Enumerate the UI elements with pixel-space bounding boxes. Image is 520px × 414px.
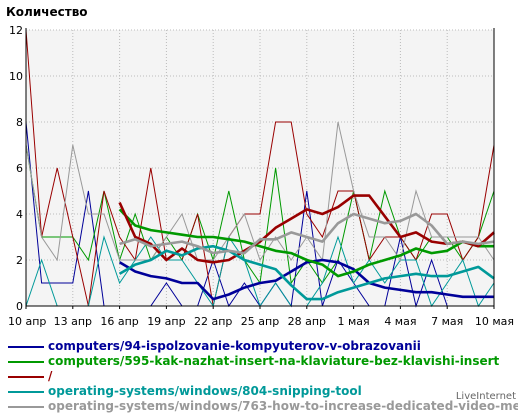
legend: computers/94-ispolzovanie-kompyuterov-v-… xyxy=(6,339,518,414)
y-tick-label: 12 xyxy=(9,24,23,37)
y-tick-label: 4 xyxy=(16,208,23,221)
legend-item-5: operating-systems/windows/763-how-to-inc… xyxy=(6,399,518,414)
legend-item-1: computers/94-ispolzovanie-kompyuterov-v-… xyxy=(6,339,518,354)
legend-swatch xyxy=(8,391,44,393)
y-tick-label: 8 xyxy=(16,116,23,129)
y-tick-label: 0 xyxy=(16,300,23,313)
axes xyxy=(25,28,495,309)
y-tick-labels: 0 2 4 6 8 10 12 xyxy=(9,24,23,313)
legend-swatch xyxy=(8,406,44,408)
x-tick-label: 25 апр xyxy=(241,315,279,328)
x-tick-label: 16 апр xyxy=(100,315,138,328)
legend-swatch xyxy=(8,376,44,378)
x-tick-label: 4 мая xyxy=(384,315,416,328)
legend-label: computers/94-ispolzovanie-kompyuterov-v-… xyxy=(48,339,421,353)
series-line-average-3 xyxy=(118,194,495,264)
legend-swatch xyxy=(8,346,44,348)
x-tick-label: 10 мая xyxy=(475,315,514,328)
x-tick-label: 7 мая xyxy=(431,315,463,328)
x-tick-label: 13 апр xyxy=(54,315,92,328)
series-line-average-2 xyxy=(118,208,494,278)
y-tick-label: 2 xyxy=(16,254,23,267)
legend-label: / xyxy=(48,369,53,383)
y-tick-label: 10 xyxy=(9,70,23,83)
y-axis-label: Количество xyxy=(6,5,88,19)
series-line-average-5 xyxy=(119,212,495,255)
legend-label: operating-systems/windows/763-how-to-inc… xyxy=(48,399,518,413)
watermark: LiveInternet xyxy=(455,391,516,402)
x-tick-label: 28 апр xyxy=(288,315,326,328)
x-tick-label: 1 мая xyxy=(338,315,370,328)
series-line-average-1 xyxy=(118,258,494,301)
y-tick-label: 6 xyxy=(16,162,23,175)
series-line-daily-5 xyxy=(25,121,495,262)
legend-swatch xyxy=(8,361,44,363)
legend-label: operating-systems/windows/804-snipping-t… xyxy=(48,384,362,398)
legend-item-4: operating-systems/windows/804-snipping-t… xyxy=(6,384,518,399)
x-tick-labels: 10 апр 13 апр 16 апр 19 апр 22 апр 25 апр 28 а… xyxy=(8,315,514,328)
series-line-average-4 xyxy=(118,244,495,301)
x-tick-label: 22 апр xyxy=(194,315,232,328)
x-tick-label: 10 апр xyxy=(8,315,46,328)
legend-label: computers/595-kak-nazhat-insert-na-klavi… xyxy=(48,354,500,368)
x-tick-label: 19 апр xyxy=(147,315,185,328)
legend-item-2: computers/595-kak-nazhat-insert-na-klavi… xyxy=(6,354,518,369)
legend-item-3: / xyxy=(6,369,518,384)
average-series-lines xyxy=(118,194,495,301)
